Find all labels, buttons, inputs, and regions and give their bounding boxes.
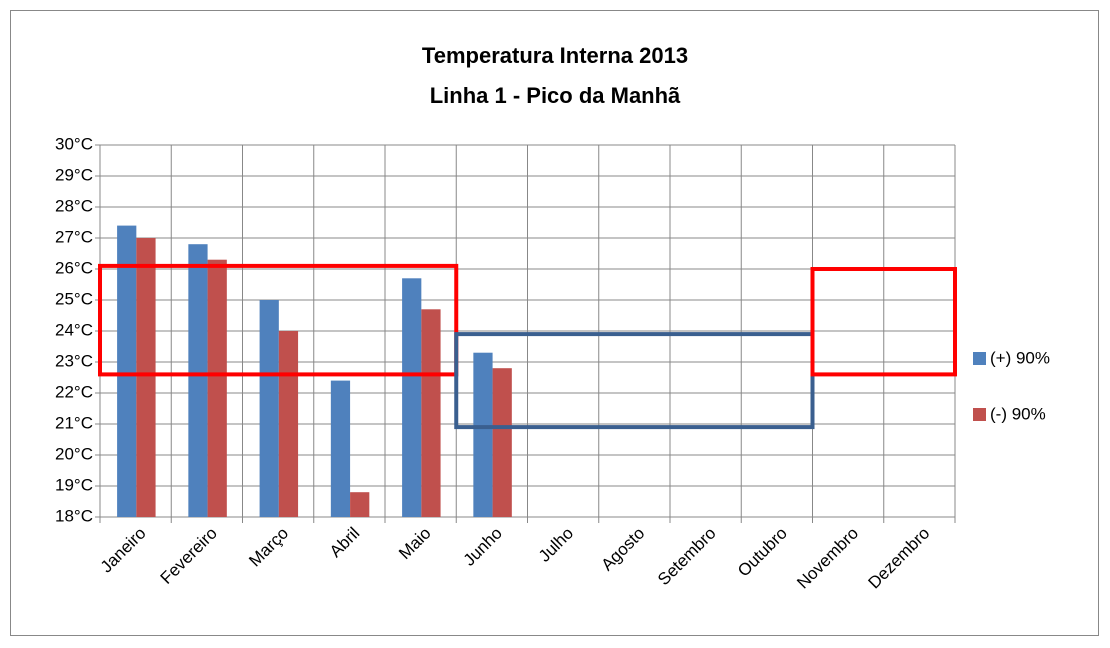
chart-title: Temperatura Interna 2013	[422, 43, 688, 68]
bar	[492, 368, 512, 517]
bar	[473, 352, 493, 517]
y-tick-label: 18°C	[55, 506, 93, 525]
y-tick-label: 23°C	[55, 351, 93, 370]
y-tick-label: 25°C	[55, 289, 93, 308]
legend-swatch	[973, 352, 986, 365]
legend-label: (+) 90%	[990, 348, 1050, 367]
y-tick-label: 28°C	[55, 196, 93, 215]
bar	[402, 278, 422, 517]
y-tick-label: 19°C	[55, 475, 93, 494]
bar	[330, 380, 351, 517]
bar	[117, 225, 137, 517]
bar	[421, 309, 441, 517]
y-tick-label: 24°C	[55, 320, 93, 339]
y-tick-label: 27°C	[55, 227, 93, 246]
y-tick-label: 29°C	[55, 165, 93, 184]
highlight-box	[454, 332, 815, 430]
bar	[259, 300, 279, 517]
highlight-box	[810, 267, 957, 377]
bar	[136, 238, 156, 517]
y-tick-label: 26°C	[55, 258, 93, 277]
legend-label: (-) 90%	[990, 404, 1046, 423]
chart-subtitle: Linha 1 - Pico da Manhã	[430, 83, 681, 108]
y-tick-label: 22°C	[55, 382, 93, 401]
legend-swatch	[973, 408, 986, 421]
highlight-box	[98, 263, 459, 377]
bar	[207, 259, 227, 517]
bar	[188, 244, 208, 517]
y-tick-label: 20°C	[55, 444, 93, 463]
y-tick-label: 21°C	[55, 413, 93, 432]
bar	[350, 492, 370, 517]
y-tick-label: 30°C	[55, 134, 93, 153]
bar	[278, 331, 299, 517]
